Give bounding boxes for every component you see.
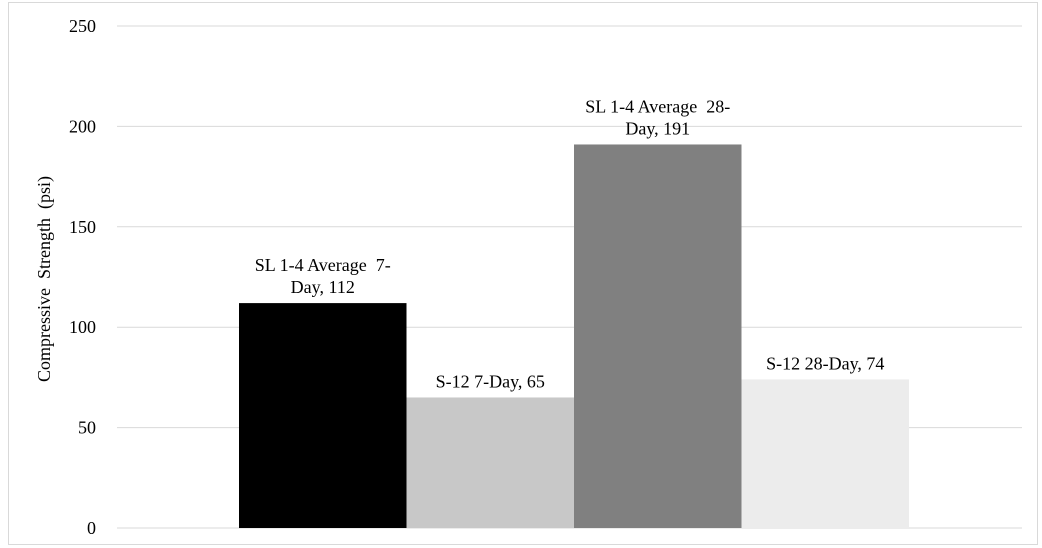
y-axis-title: Compressive Strength (psi) [34, 176, 55, 382]
y-tick-label: 0 [87, 518, 96, 538]
y-axis-ticks: 0 50 100 150 200 250 [69, 16, 96, 538]
chart-frame [8, 2, 1038, 545]
y-tick-label: 200 [69, 116, 96, 136]
data-label-2-line-1: S-12 7-Day, 65 [436, 371, 545, 391]
bar-3 [574, 144, 742, 529]
data-label-1-line-1: SL 1-4 Average 7- [255, 255, 391, 275]
bar-4 [741, 379, 909, 528]
data-label-3-line-2: Day, 191 [625, 118, 690, 138]
bar-2 [406, 397, 574, 528]
bar-1 [239, 303, 407, 528]
y-tick-label: 150 [69, 217, 96, 237]
data-label-1-line-2: Day, 112 [291, 277, 355, 297]
data-labels: SL 1-4 Average 7-Day, 112 S-12 7-Day, 65 S… [255, 96, 885, 391]
data-label-4-line-1: S-12 28-Day, 74 [766, 353, 884, 373]
y-tick-label: 250 [69, 16, 96, 36]
bars [239, 144, 909, 529]
y-tick-label: 50 [78, 418, 96, 438]
y-tick-label: 100 [69, 317, 96, 337]
data-label-3-line-1: SL 1-4 Average 28- [585, 96, 730, 116]
